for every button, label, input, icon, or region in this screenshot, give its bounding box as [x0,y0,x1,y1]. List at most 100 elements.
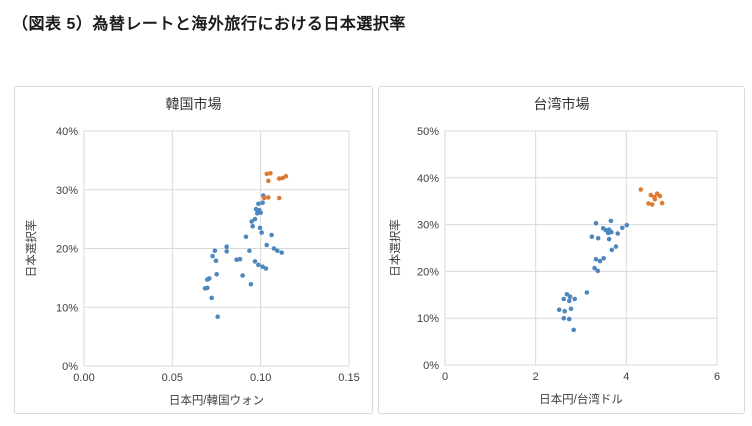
chart-panel-korea: 韓国市場 0.00 0.05 0.10 0.15 0% 10% 20% 30% 40% 日本円/韓… [14,86,373,414]
scatter-point [567,294,573,299]
y-tick-label: 40% [56,126,78,138]
y-axis-title: 日本選択率 [388,219,402,277]
scatter-point [615,231,620,236]
scatter-point [606,236,612,242]
scatter-point [646,201,651,206]
scatter-chart-korea: 0.00 0.05 0.10 0.15 0% 10% 20% 30% 40% 日本円/韓国ウォン 日… [24,126,360,407]
scatter-point [240,273,245,278]
scatter-point [259,230,264,235]
scatter-point [224,249,229,254]
scatter-point [205,285,210,291]
scatter-point [597,258,603,264]
scatter-point [264,171,270,177]
scatter-point [248,282,254,287]
scatter-point [264,242,269,248]
scatter-point [638,187,644,192]
scatter-point [649,202,655,207]
scatter-point [212,248,218,254]
x-tick-label: 0.15 [338,372,359,384]
scatter-point [595,235,601,241]
chart-panels: 韓国市場 0.00 0.05 0.10 0.15 0% 10% 20% 30% 40% 日本円/韓… [14,86,745,414]
scatter-point [652,197,658,202]
scatter-point [260,264,265,269]
scatter-point [657,193,663,199]
scatter-point [593,256,599,262]
scatter-point [268,171,273,176]
scatter-point [261,195,267,201]
scatter-point [215,314,220,319]
scatter-point [593,220,599,226]
scatter-point [659,200,665,206]
scatter-point [269,232,274,238]
scatter-point [252,259,258,264]
y-tick-label: 10% [417,313,439,325]
scatter-point [266,195,271,200]
series-series-2-orange [638,187,665,207]
scatter-point [572,296,577,302]
scatter-point [209,295,214,301]
scatter-point [561,296,567,302]
scatter-point [595,268,601,274]
scatter-point [214,272,219,277]
scatter-point [561,315,567,321]
scatter-point [250,223,255,229]
x-axis-title: 日本円/韓国ウォン [169,393,264,407]
x-tick-label: 2 [533,371,539,383]
scatter-point [566,316,572,322]
y-tick-label: 30% [56,185,78,197]
scatter-point [271,246,277,251]
scatter-point [258,210,263,215]
scatter-point [584,290,590,295]
scatter-point [247,248,252,254]
scatter-point [571,327,576,333]
x-tick-label: 4 [623,371,629,383]
y-tick-label: 50% [417,126,439,138]
scatter-point [648,192,654,198]
scatter-point [283,173,289,179]
scatter-point [620,225,625,231]
scatter-point [243,234,249,240]
y-tick-label: 20% [56,244,78,256]
scatter-point [276,176,282,181]
series-series-2-orange [261,171,289,201]
x-tick-label: 0 [442,371,448,383]
y-tick-label: 40% [417,173,439,185]
scatter-point [234,257,239,262]
scatter-point [252,216,258,222]
scatter-point [255,211,260,216]
x-tick-label: 0.05 [162,372,183,384]
scatter-point [279,250,285,255]
scatter-point [213,258,219,264]
x-tick-label: 0.00 [73,372,94,384]
chart-title-korea: 韓国市場 [165,96,222,112]
scatter-point [566,298,572,304]
scatter-point [601,256,606,261]
series-series-1-blue [556,218,630,333]
scatter-point [592,265,597,271]
scatter-point [210,253,215,259]
y-tick-label: 0% [423,360,439,372]
scatter-point [263,266,269,271]
y-tick-label: 20% [417,266,439,278]
scatter-point [613,244,619,249]
series-series-1-blue [202,193,285,319]
y-tick-label: 0% [62,361,78,373]
scatter-point [257,225,263,231]
scatter-point [568,306,574,312]
scatter-point [589,234,595,240]
scatter-point [260,200,265,205]
y-axis-title: 日本選択率 [24,220,38,278]
y-tick-label: 10% [56,302,78,314]
scatter-point [562,308,567,314]
scatter-point [275,248,280,254]
scatter-point [207,276,212,281]
scatter-point [249,219,254,224]
x-tick-label: 0.10 [250,372,271,384]
scatter-point [564,292,570,297]
x-tick-label: 6 [714,371,720,383]
scatter-point [556,307,562,313]
chart-panel-taiwan: 台湾市場 0 2 4 6 0% 10% 20% 30% 40% 50% 日本円/台湾ドル 日本選択率 [378,86,745,414]
scatter-point [608,218,614,224]
scatter-point [624,222,630,228]
plot-frame [444,130,718,366]
